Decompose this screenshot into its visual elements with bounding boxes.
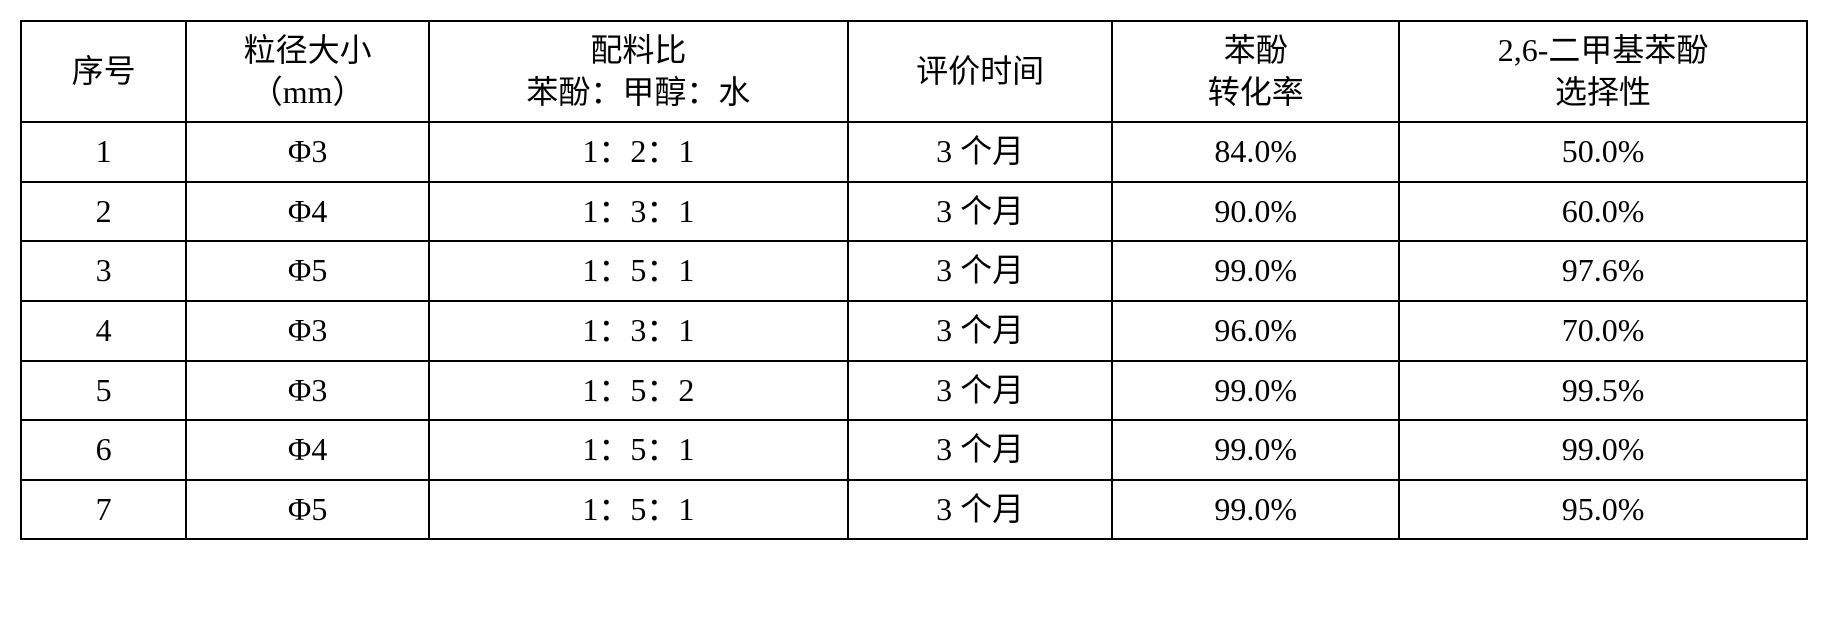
cell-index: 6 bbox=[21, 420, 186, 480]
cell-conversion: 96.0% bbox=[1112, 301, 1399, 361]
cell-ratio: 1：3：1 bbox=[429, 182, 848, 242]
cell-ratio: 1：5：1 bbox=[429, 480, 848, 540]
cell-eval-time: 3 个月 bbox=[848, 361, 1113, 421]
cell-selectivity: 95.0% bbox=[1399, 480, 1807, 540]
cell-ratio: 1：5：1 bbox=[429, 420, 848, 480]
cell-particle-size: Φ4 bbox=[186, 182, 429, 242]
cell-index: 4 bbox=[21, 301, 186, 361]
cell-ratio: 1：2：1 bbox=[429, 122, 848, 182]
cell-selectivity: 99.5% bbox=[1399, 361, 1807, 421]
cell-conversion: 99.0% bbox=[1112, 420, 1399, 480]
col-header-selectivity: 2,6-二甲基苯酚选择性 bbox=[1399, 21, 1807, 122]
cell-selectivity: 99.0% bbox=[1399, 420, 1807, 480]
cell-selectivity: 60.0% bbox=[1399, 182, 1807, 242]
cell-ratio: 1：3：1 bbox=[429, 301, 848, 361]
col-header-conversion: 苯酚转化率 bbox=[1112, 21, 1399, 122]
table-row: 5 Φ3 1：5：2 3 个月 99.0% 99.5% bbox=[21, 361, 1807, 421]
table-row: 3 Φ5 1：5：1 3 个月 99.0% 97.6% bbox=[21, 241, 1807, 301]
cell-conversion: 84.0% bbox=[1112, 122, 1399, 182]
cell-eval-time: 3 个月 bbox=[848, 241, 1113, 301]
cell-index: 2 bbox=[21, 182, 186, 242]
cell-selectivity: 50.0% bbox=[1399, 122, 1807, 182]
header-row: 序号 粒径大小（mm） 配料比苯酚：甲醇：水 评价时间 苯酚转化率 2,6-二甲… bbox=[21, 21, 1807, 122]
table-row: 1 Φ3 1：2：1 3 个月 84.0% 50.0% bbox=[21, 122, 1807, 182]
cell-conversion: 90.0% bbox=[1112, 182, 1399, 242]
table-row: 4 Φ3 1：3：1 3 个月 96.0% 70.0% bbox=[21, 301, 1807, 361]
cell-particle-size: Φ5 bbox=[186, 480, 429, 540]
cell-eval-time: 3 个月 bbox=[848, 182, 1113, 242]
table-body: 1 Φ3 1：2：1 3 个月 84.0% 50.0% 2 Φ4 1：3：1 3… bbox=[21, 122, 1807, 539]
col-header-index: 序号 bbox=[21, 21, 186, 122]
cell-eval-time: 3 个月 bbox=[848, 122, 1113, 182]
table-row: 2 Φ4 1：3：1 3 个月 90.0% 60.0% bbox=[21, 182, 1807, 242]
cell-ratio: 1：5：1 bbox=[429, 241, 848, 301]
cell-conversion: 99.0% bbox=[1112, 480, 1399, 540]
table-row: 6 Φ4 1：5：1 3 个月 99.0% 99.0% bbox=[21, 420, 1807, 480]
cell-eval-time: 3 个月 bbox=[848, 301, 1113, 361]
col-header-particle-size: 粒径大小（mm） bbox=[186, 21, 429, 122]
cell-particle-size: Φ3 bbox=[186, 301, 429, 361]
cell-selectivity: 70.0% bbox=[1399, 301, 1807, 361]
table-header: 序号 粒径大小（mm） 配料比苯酚：甲醇：水 评价时间 苯酚转化率 2,6-二甲… bbox=[21, 21, 1807, 122]
cell-particle-size: Φ4 bbox=[186, 420, 429, 480]
table-row: 7 Φ5 1：5：1 3 个月 99.0% 95.0% bbox=[21, 480, 1807, 540]
cell-index: 1 bbox=[21, 122, 186, 182]
cell-index: 3 bbox=[21, 241, 186, 301]
cell-conversion: 99.0% bbox=[1112, 241, 1399, 301]
col-header-ratio: 配料比苯酚：甲醇：水 bbox=[429, 21, 848, 122]
cell-ratio: 1：5：2 bbox=[429, 361, 848, 421]
cell-index: 5 bbox=[21, 361, 186, 421]
cell-index: 7 bbox=[21, 480, 186, 540]
cell-eval-time: 3 个月 bbox=[848, 420, 1113, 480]
cell-eval-time: 3 个月 bbox=[848, 480, 1113, 540]
cell-selectivity: 97.6% bbox=[1399, 241, 1807, 301]
data-table: 序号 粒径大小（mm） 配料比苯酚：甲醇：水 评价时间 苯酚转化率 2,6-二甲… bbox=[20, 20, 1808, 540]
cell-particle-size: Φ3 bbox=[186, 361, 429, 421]
cell-conversion: 99.0% bbox=[1112, 361, 1399, 421]
cell-particle-size: Φ5 bbox=[186, 241, 429, 301]
col-header-eval-time: 评价时间 bbox=[848, 21, 1113, 122]
cell-particle-size: Φ3 bbox=[186, 122, 429, 182]
